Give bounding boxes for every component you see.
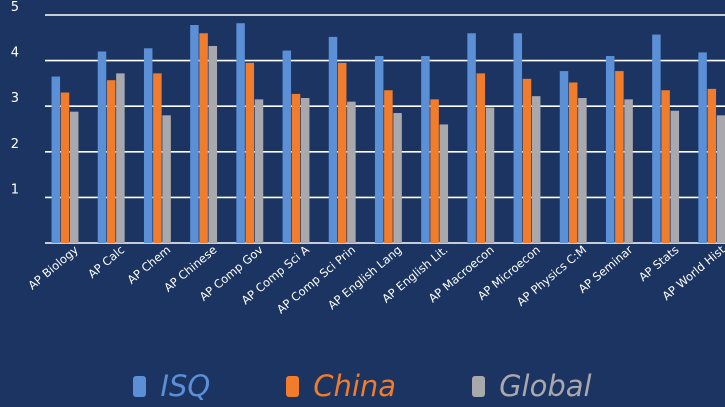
bar-global-ap-chinese xyxy=(208,46,218,244)
y-tick-label: 2 xyxy=(11,137,19,152)
bar-china-ap-comp-gov xyxy=(245,62,255,243)
bar-isq-ap-chem xyxy=(143,48,153,243)
legend-swatch-isq xyxy=(133,375,147,397)
bar-global-ap-microecon xyxy=(531,96,541,243)
y-tick-label: 5 xyxy=(11,0,19,15)
legend-item-china: China xyxy=(286,369,396,403)
legend-swatch-china xyxy=(286,375,300,397)
bar-isq-ap-english-lit xyxy=(421,56,430,243)
x-tick-label-ap-stats: AP Stats xyxy=(636,243,682,284)
bar-isq-ap-biology xyxy=(51,76,61,243)
bar-china-ap-world-hist xyxy=(707,88,717,244)
bar-china-ap-physics-c-m xyxy=(568,82,578,244)
bar-isq-ap-comp-sci-a xyxy=(282,50,292,243)
x-tick-label-ap-biology: AP Biology xyxy=(25,242,81,292)
bar-china-ap-chem xyxy=(153,73,162,244)
bar-china-ap-biology xyxy=(60,92,70,244)
bar-global-ap-chem xyxy=(162,115,171,243)
x-tick-label-ap-calc: AP Calc xyxy=(85,243,127,281)
bar-china-ap-english-lit xyxy=(430,99,439,243)
bar-china-ap-macroecon xyxy=(476,73,486,244)
bar-isq-ap-stats xyxy=(652,34,661,243)
bar-isq-ap-comp-gov xyxy=(236,23,245,244)
bar-china-ap-calc xyxy=(106,80,116,244)
bar-china-ap-comp-sci-a xyxy=(291,93,301,243)
bar-china-ap-chinese xyxy=(199,33,208,243)
bar-global-ap-stats xyxy=(670,110,680,243)
bar-isq-ap-macroecon xyxy=(467,33,476,243)
bar-isq-ap-microecon xyxy=(513,33,523,243)
bar-global-ap-comp-sci-a xyxy=(300,97,310,244)
bar-global-ap-english-lit xyxy=(439,124,449,243)
bar-global-ap-biology xyxy=(69,111,79,243)
bar-global-ap-world-hist xyxy=(716,115,725,243)
bar-isq-ap-calc xyxy=(97,51,107,244)
x-tick-label-ap-comp-sci-prin: AP Comp Sci Prin xyxy=(274,243,358,317)
legend-label-china: China xyxy=(313,369,397,403)
bar-global-ap-comp-sci-prin xyxy=(347,101,356,243)
legend-label-global: Global xyxy=(499,369,592,403)
bar-isq-ap-english-lang xyxy=(374,56,384,243)
legend-item-global: Global xyxy=(472,369,592,403)
legend: ISQ China Global xyxy=(0,368,725,404)
bar-china-ap-stats xyxy=(661,90,670,244)
bar-isq-ap-comp-sci-prin xyxy=(328,36,338,243)
legend-label-isq: ISQ xyxy=(160,369,211,403)
legend-item-isq: ISQ xyxy=(133,369,210,403)
bar-global-ap-comp-gov xyxy=(254,99,264,243)
bar-china-ap-microecon xyxy=(522,78,532,243)
y-tick-label: 1 xyxy=(11,182,19,197)
y-tick-label: 4 xyxy=(11,46,19,61)
legend-swatch-global xyxy=(472,375,486,397)
bar-isq-ap-chinese xyxy=(190,25,199,244)
bar-global-ap-english-lang xyxy=(393,113,402,243)
bar-global-ap-physics-c-m xyxy=(578,97,587,244)
bars xyxy=(51,23,725,244)
y-tick-label: 3 xyxy=(11,91,19,106)
bar-global-ap-calc xyxy=(116,73,125,244)
bar-isq-ap-world-hist xyxy=(698,52,707,243)
y-axis-ticks: 1 2 3 4 5 xyxy=(11,0,19,197)
bar-china-ap-english-lang xyxy=(384,90,393,244)
bar-global-ap-macroecon xyxy=(485,107,495,243)
bar-china-ap-comp-sci-prin xyxy=(337,62,347,243)
bar-global-ap-seminar xyxy=(624,99,633,243)
bar-china-ap-seminar xyxy=(615,71,624,243)
bar-isq-ap-physics-c-m xyxy=(559,71,569,243)
bar-isq-ap-seminar xyxy=(605,56,615,243)
